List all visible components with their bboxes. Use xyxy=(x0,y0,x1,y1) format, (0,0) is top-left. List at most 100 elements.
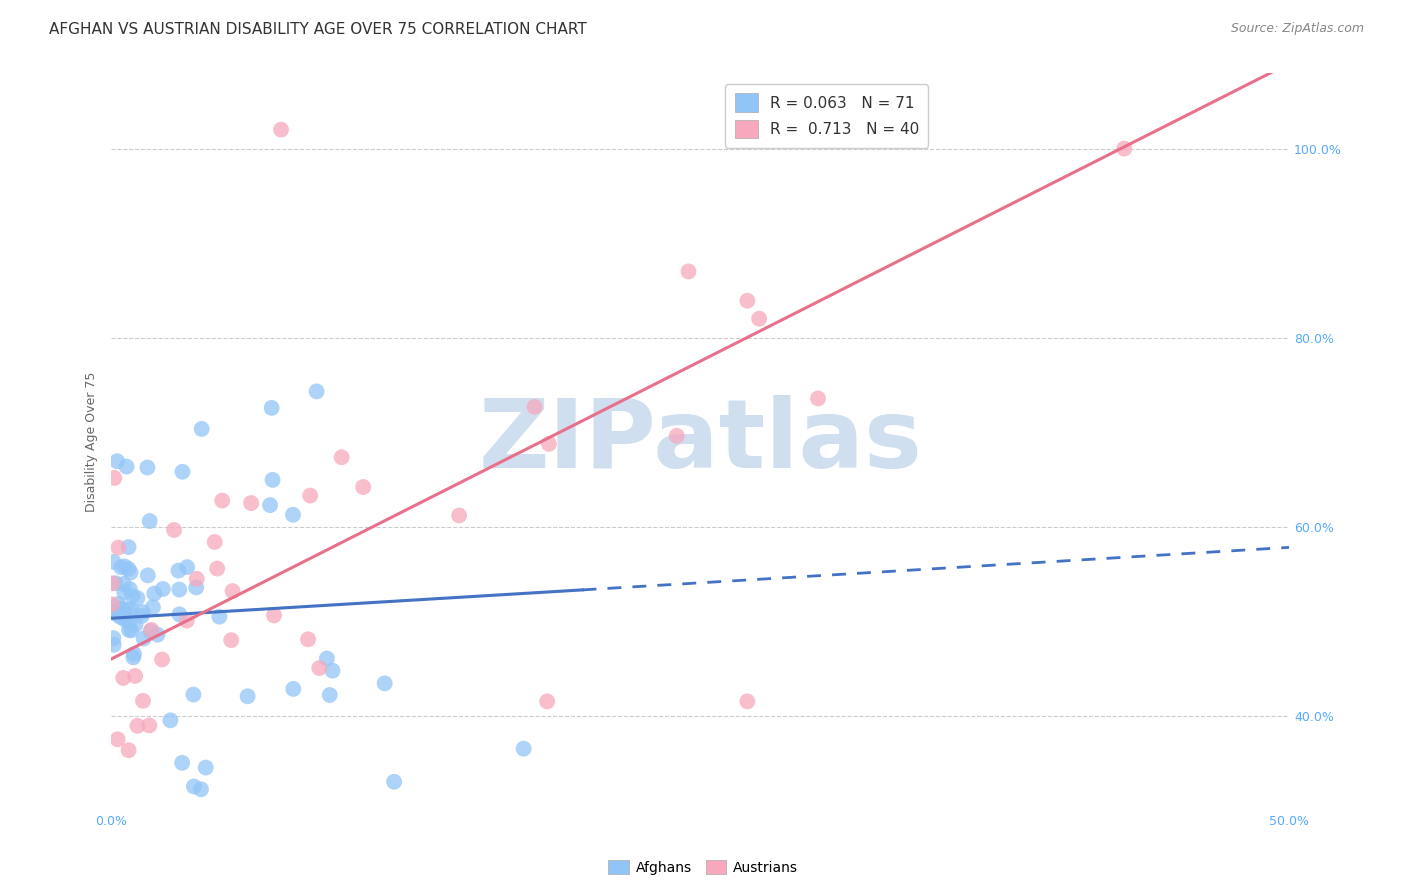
Point xyxy=(122,647,145,661)
Point xyxy=(190,782,212,797)
Point xyxy=(163,523,186,537)
Point xyxy=(374,676,396,690)
Legend: R = 0.063   N = 71, R =  0.713   N = 40: R = 0.063 N = 71, R = 0.713 N = 40 xyxy=(725,85,928,147)
Point xyxy=(103,555,125,569)
Point xyxy=(118,615,141,630)
Point xyxy=(107,732,129,747)
Point xyxy=(204,535,226,549)
Point xyxy=(807,392,830,406)
Point xyxy=(190,422,212,436)
Point xyxy=(172,465,194,479)
Point xyxy=(101,576,124,591)
Point xyxy=(120,566,142,580)
Point xyxy=(110,610,132,624)
Point xyxy=(305,384,328,399)
Point xyxy=(316,651,339,665)
Point xyxy=(748,311,770,326)
Point xyxy=(221,584,243,599)
Point xyxy=(110,560,132,574)
Point xyxy=(283,681,305,696)
Point xyxy=(132,632,155,646)
Point xyxy=(127,719,149,733)
Point xyxy=(117,562,139,576)
Point xyxy=(103,638,125,652)
Point xyxy=(104,576,127,591)
Point xyxy=(318,688,340,702)
Point xyxy=(297,632,319,647)
Point xyxy=(167,564,190,578)
Point xyxy=(523,400,546,414)
Point xyxy=(299,489,322,503)
Point xyxy=(169,607,191,622)
Point xyxy=(117,602,139,616)
Point xyxy=(117,743,139,757)
Point xyxy=(186,581,208,595)
Point xyxy=(183,780,205,794)
Point xyxy=(536,694,558,708)
Point xyxy=(110,601,132,615)
Point xyxy=(152,582,174,596)
Point xyxy=(124,669,146,683)
Point xyxy=(114,612,136,626)
Point xyxy=(321,664,343,678)
Text: Source: ZipAtlas.com: Source: ZipAtlas.com xyxy=(1230,22,1364,36)
Point xyxy=(139,624,162,639)
Point xyxy=(176,614,198,628)
Point xyxy=(270,122,292,136)
Point xyxy=(138,718,160,732)
Point xyxy=(737,694,759,708)
Point xyxy=(382,774,405,789)
Point xyxy=(142,600,165,615)
Text: AFGHAN VS AUSTRIAN DISABILITY AGE OVER 75 CORRELATION CHART: AFGHAN VS AUSTRIAN DISABILITY AGE OVER 7… xyxy=(49,22,586,37)
Point xyxy=(186,572,208,586)
Point xyxy=(103,471,125,485)
Point xyxy=(114,559,136,574)
Point xyxy=(111,602,134,616)
Point xyxy=(537,437,560,451)
Point xyxy=(183,688,205,702)
Point xyxy=(159,714,181,728)
Point xyxy=(259,498,281,512)
Point xyxy=(107,541,129,555)
Text: ZIPatlas: ZIPatlas xyxy=(478,395,922,488)
Point xyxy=(136,568,159,582)
Point xyxy=(352,480,374,494)
Point xyxy=(281,508,304,522)
Point xyxy=(115,459,138,474)
Point xyxy=(208,609,231,624)
Point xyxy=(122,650,145,665)
Point xyxy=(236,690,259,704)
Point xyxy=(678,264,700,278)
Point xyxy=(132,694,155,708)
Point xyxy=(143,587,166,601)
Point xyxy=(1114,142,1136,156)
Point xyxy=(308,661,330,675)
Point xyxy=(108,605,131,619)
Point xyxy=(132,605,155,619)
Point xyxy=(131,609,153,624)
Point xyxy=(194,760,217,774)
Point xyxy=(211,493,233,508)
Point xyxy=(136,460,159,475)
Point xyxy=(330,450,353,465)
Point xyxy=(120,602,142,616)
Point xyxy=(263,608,285,623)
Point xyxy=(112,577,135,591)
Point xyxy=(172,756,194,770)
Legend: Afghans, Austrians: Afghans, Austrians xyxy=(602,855,804,880)
Point xyxy=(176,560,198,574)
Point xyxy=(117,540,139,554)
Point xyxy=(146,628,169,642)
Point xyxy=(240,496,263,510)
Point xyxy=(219,633,242,648)
Point xyxy=(150,652,173,666)
Point xyxy=(112,585,135,599)
Point xyxy=(105,454,128,468)
Point xyxy=(107,597,129,611)
Point xyxy=(107,607,129,622)
Y-axis label: Disability Age Over 75: Disability Age Over 75 xyxy=(86,371,98,512)
Point xyxy=(118,623,141,637)
Point xyxy=(512,741,534,756)
Point xyxy=(169,582,191,597)
Point xyxy=(101,606,124,620)
